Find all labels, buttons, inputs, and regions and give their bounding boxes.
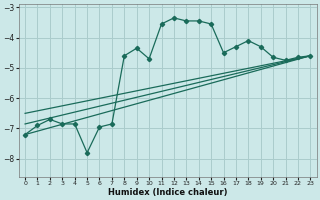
X-axis label: Humidex (Indice chaleur): Humidex (Indice chaleur) [108,188,228,197]
